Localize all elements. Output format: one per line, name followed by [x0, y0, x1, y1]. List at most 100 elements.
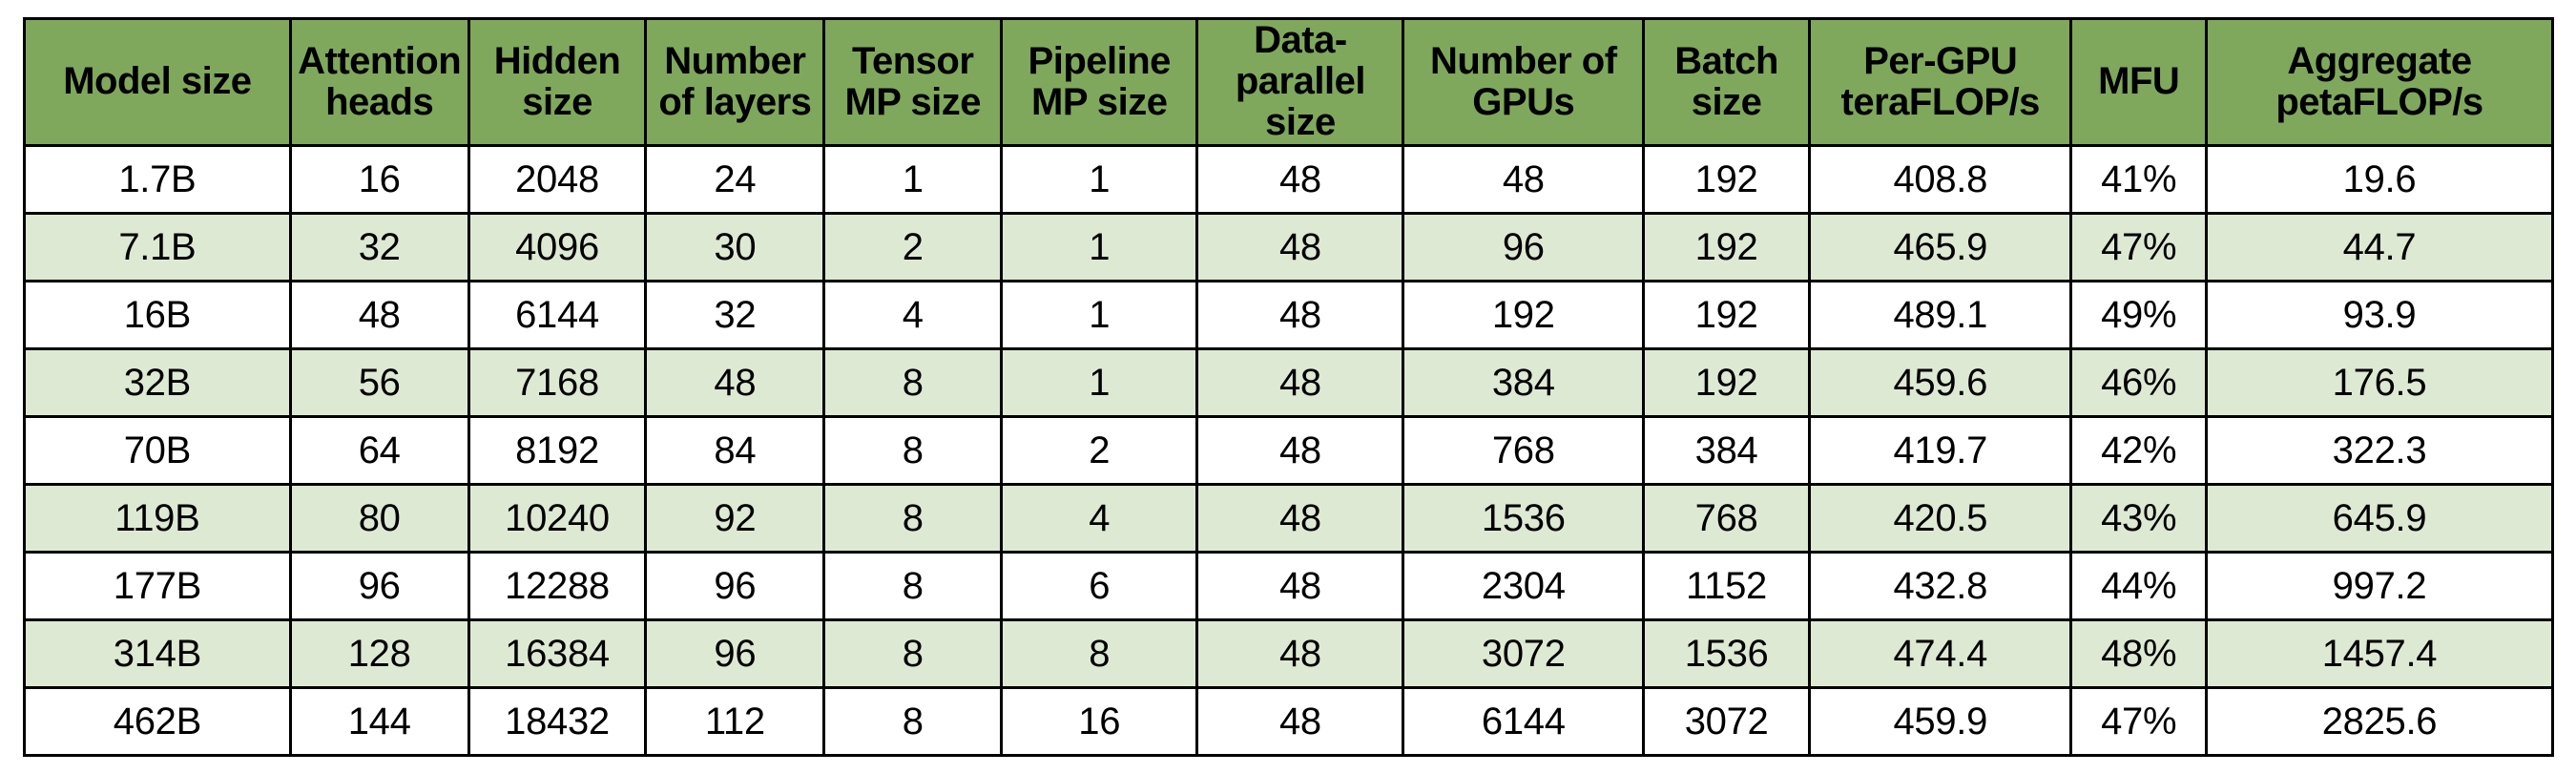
cell-mfu: 49% [2069, 279, 2208, 350]
cell-pipeline-mp-size: 1 [1000, 143, 1199, 215]
table-row: 314B 128 16384 96 8 8 48 3072 1536 474.4… [23, 617, 2555, 689]
cell-attention-heads: 56 [288, 346, 470, 418]
cell-aggregate-petaflops: 93.9 [2204, 279, 2555, 350]
column-header-number-of-layers: Number of layers [644, 17, 826, 147]
cell-mfu: 41% [2069, 143, 2208, 215]
cell-pipeline-mp-size: 4 [1000, 482, 1199, 554]
table-row: 177B 96 12288 96 8 6 48 2304 1152 432.8 … [23, 550, 2555, 621]
cell-aggregate-petaflops: 645.9 [2204, 482, 2555, 554]
cell-per-gpu-teraflops: 420.5 [1808, 482, 2073, 554]
cell-batch-size: 192 [1642, 143, 1812, 215]
column-header-tensor-mp-size: Tensor MP size [822, 17, 1004, 147]
cell-tensor-mp-size: 1 [822, 143, 1004, 215]
cell-model-size: 177B [23, 550, 292, 621]
column-header-line1: Aggregate [2287, 39, 2472, 82]
cell-data-parallel-size: 48 [1195, 550, 1405, 621]
cell-attention-heads: 32 [288, 211, 470, 282]
cell-data-parallel-size: 48 [1195, 617, 1405, 689]
column-header-data-parallel-size: Data-parallel size [1195, 17, 1405, 147]
column-header-line1: Model size [63, 60, 252, 103]
cell-batch-size: 768 [1642, 482, 1812, 554]
cell-model-size: 462B [23, 685, 292, 757]
cell-number-of-layers: 92 [644, 482, 826, 554]
column-header-line2: GPUs [1472, 80, 1575, 123]
cell-aggregate-petaflops: 19.6 [2204, 143, 2555, 215]
column-header-line1: Batch [1674, 39, 1778, 82]
cell-mfu: 48% [2069, 617, 2208, 689]
column-header-line2: MP size [844, 80, 981, 123]
model-scaling-performance-table: Model size Attention heads Hidden size N… [23, 17, 2555, 757]
cell-aggregate-petaflops: 44.7 [2204, 211, 2555, 282]
cell-per-gpu-teraflops: 489.1 [1808, 279, 2073, 350]
cell-pipeline-mp-size: 1 [1000, 346, 1199, 418]
column-header-per-gpu-teraflops: Per-GPU teraFLOP/s [1808, 17, 2073, 147]
cell-data-parallel-size: 48 [1195, 482, 1405, 554]
cell-number-of-gpus: 6144 [1402, 685, 1646, 757]
cell-number-of-layers: 112 [644, 685, 826, 757]
cell-pipeline-mp-size: 1 [1000, 279, 1199, 350]
cell-aggregate-petaflops: 997.2 [2204, 550, 2555, 621]
column-header-number-of-gpus: Number of GPUs [1402, 17, 1646, 147]
cell-per-gpu-teraflops: 459.9 [1808, 685, 2073, 757]
cell-data-parallel-size: 48 [1195, 143, 1405, 215]
cell-per-gpu-teraflops: 408.8 [1808, 143, 2073, 215]
column-header-line2: of layers [658, 80, 812, 123]
cell-hidden-size: 8192 [467, 414, 648, 486]
cell-per-gpu-teraflops: 419.7 [1808, 414, 2073, 486]
cell-attention-heads: 144 [288, 685, 470, 757]
cell-tensor-mp-size: 4 [822, 279, 1004, 350]
cell-batch-size: 1152 [1642, 550, 1812, 621]
cell-number-of-gpus: 3072 [1402, 617, 1646, 689]
cell-per-gpu-teraflops: 459.6 [1808, 346, 2073, 418]
column-header-line1: MFU [2098, 60, 2180, 103]
column-header-line2: heads [325, 80, 434, 123]
table-row: 119B 80 10240 92 8 4 48 1536 768 420.5 4… [23, 482, 2555, 554]
cell-number-of-layers: 96 [644, 550, 826, 621]
cell-number-of-layers: 30 [644, 211, 826, 282]
cell-model-size: 7.1B [23, 211, 292, 282]
column-header-line1: Tensor [852, 39, 974, 82]
column-header-line1: Number of [1430, 39, 1617, 82]
cell-hidden-size: 16384 [467, 617, 648, 689]
column-header-line1: Data-parallel [1235, 19, 1366, 103]
column-header-line2: petaFLOP/s [2275, 80, 2483, 123]
cell-data-parallel-size: 48 [1195, 685, 1405, 757]
cell-number-of-gpus: 768 [1402, 414, 1646, 486]
cell-data-parallel-size: 48 [1195, 414, 1405, 486]
cell-number-of-gpus: 2304 [1402, 550, 1646, 621]
cell-per-gpu-teraflops: 465.9 [1808, 211, 2073, 282]
cell-batch-size: 192 [1642, 211, 1812, 282]
cell-number-of-layers: 24 [644, 143, 826, 215]
cell-hidden-size: 6144 [467, 279, 648, 350]
cell-attention-heads: 80 [288, 482, 470, 554]
cell-attention-heads: 96 [288, 550, 470, 621]
table-row: 7.1B 32 4096 30 2 1 48 96 192 465.9 47% … [23, 211, 2555, 282]
cell-per-gpu-teraflops: 474.4 [1808, 617, 2073, 689]
cell-mfu: 44% [2069, 550, 2208, 621]
cell-number-of-gpus: 1536 [1402, 482, 1646, 554]
cell-tensor-mp-size: 8 [822, 685, 1004, 757]
cell-hidden-size: 2048 [467, 143, 648, 215]
table-header: Model size Attention heads Hidden size N… [23, 17, 2555, 147]
cell-tensor-mp-size: 8 [822, 550, 1004, 621]
table-row: 16B 48 6144 32 4 1 48 192 192 489.1 49% … [23, 279, 2555, 350]
column-header-line1: Per-GPU [1863, 39, 2018, 82]
cell-number-of-layers: 48 [644, 346, 826, 418]
cell-data-parallel-size: 48 [1195, 346, 1405, 418]
cell-tensor-mp-size: 8 [822, 414, 1004, 486]
cell-mfu: 42% [2069, 414, 2208, 486]
column-header-aggregate-petaflops: Aggregate petaFLOP/s [2204, 17, 2555, 147]
table-body: 1.7B 16 2048 24 1 1 48 48 192 408.8 41% … [23, 143, 2555, 757]
cell-pipeline-mp-size: 6 [1000, 550, 1199, 621]
cell-model-size: 16B [23, 279, 292, 350]
cell-mfu: 47% [2069, 211, 2208, 282]
cell-model-size: 1.7B [23, 143, 292, 215]
cell-mfu: 46% [2069, 346, 2208, 418]
column-header-line2: MP size [1031, 80, 1168, 123]
cell-aggregate-petaflops: 2825.6 [2204, 685, 2555, 757]
performance-table-container: Model size Attention heads Hidden size N… [23, 17, 2555, 757]
cell-aggregate-petaflops: 176.5 [2204, 346, 2555, 418]
cell-tensor-mp-size: 8 [822, 346, 1004, 418]
cell-number-of-layers: 32 [644, 279, 826, 350]
column-header-attention-heads: Attention heads [288, 17, 470, 147]
